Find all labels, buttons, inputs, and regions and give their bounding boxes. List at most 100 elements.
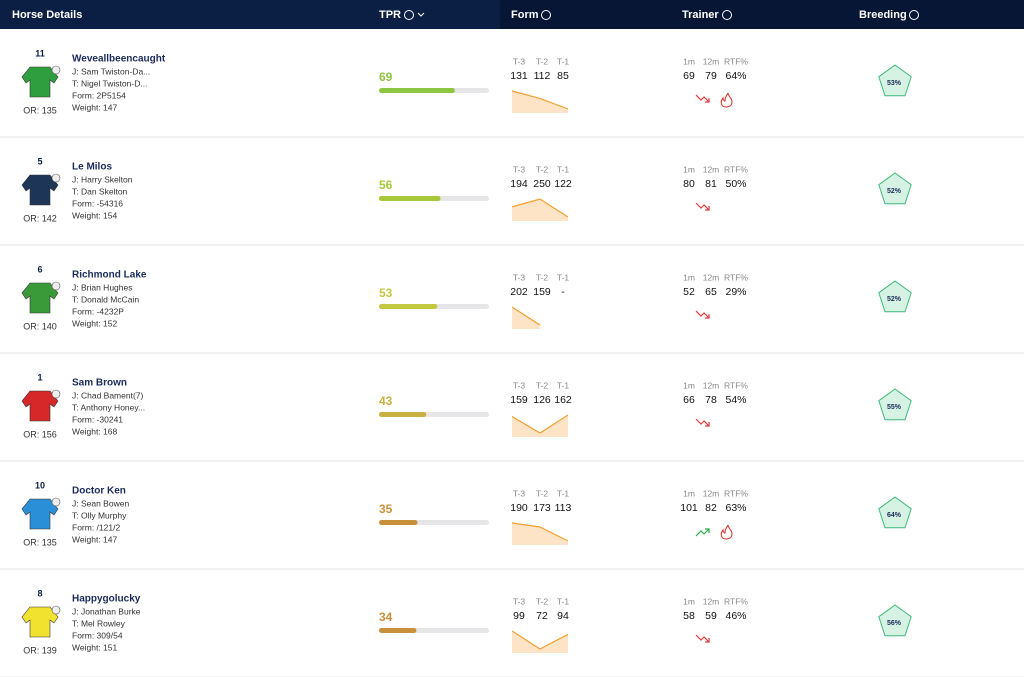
info-icon[interactable] <box>909 10 919 20</box>
official-rating: OR: 135 <box>23 537 57 547</box>
info-icon[interactable] <box>404 10 414 20</box>
horse-form: Form: 309/54 <box>72 630 123 640</box>
horse-jockey: J: Brian Hughes <box>72 282 132 292</box>
saddle-number: 8 <box>37 588 42 598</box>
form-label: T-3 <box>513 380 526 390</box>
breeding-shape <box>878 496 912 529</box>
trainer-label: RTF% <box>724 272 748 282</box>
horse-weight: Weight: 154 <box>72 210 117 220</box>
column-header[interactable]: Trainer <box>682 9 719 21</box>
trainer-label: 1m <box>683 380 695 390</box>
form-figure: 131 <box>510 70 528 82</box>
trend-down <box>695 634 710 643</box>
jockey-cap <box>51 497 61 507</box>
horse-form: Form: /121/2 <box>72 522 120 532</box>
trainer-label: 1m <box>683 488 695 498</box>
horse-trainer: T: Dan Skelton <box>72 186 128 196</box>
saddle-number: 11 <box>35 48 45 58</box>
horse-weight: Weight: 147 <box>72 102 117 112</box>
tpr-value: 43 <box>379 394 393 408</box>
form-area <box>512 631 568 653</box>
hot-icon <box>720 92 733 108</box>
form-label: T-2 <box>536 56 549 66</box>
tpr-bar <box>379 412 427 417</box>
horse-name: Sam Brown <box>72 378 127 389</box>
trainer-stat: 59 <box>705 610 717 622</box>
horse-jockey: J: Sam Twiston-Da... <box>72 66 150 76</box>
trainer-label: 1m <box>683 272 695 282</box>
header-bar-right <box>500 0 1024 29</box>
form-area <box>512 199 568 221</box>
form-sparkline <box>511 414 569 434</box>
breeding-value: 56% <box>887 620 902 627</box>
trainer-label: RTF% <box>724 380 748 390</box>
official-rating: OR: 139 <box>23 645 57 655</box>
trainer-stat: 81 <box>705 178 717 190</box>
breeding-value: 55% <box>887 404 902 411</box>
jockey-cap <box>51 389 61 399</box>
column-header[interactable]: Form <box>511 9 539 21</box>
trainer-label: 12m <box>703 164 720 174</box>
form-sparkline <box>511 90 569 110</box>
trainer-stat: 63% <box>725 502 746 514</box>
horse-name: Weveallbeencaught <box>72 54 166 65</box>
column-header[interactable]: Breeding <box>859 9 907 21</box>
form-sparkline <box>511 198 569 218</box>
form-label: T-2 <box>536 596 549 606</box>
breeding-value: 52% <box>887 296 902 303</box>
breeding-value: 64% <box>887 512 902 519</box>
column-header[interactable]: TPR <box>379 9 401 21</box>
trainer-label: 12m <box>703 488 720 498</box>
form-figure: 250 <box>533 178 551 190</box>
breeding-value: 52% <box>887 188 902 195</box>
trainer-stat: 46% <box>725 610 746 622</box>
sort-icon[interactable] <box>417 12 425 17</box>
trainer-stat: 58 <box>683 610 695 622</box>
info-icon[interactable] <box>722 10 732 20</box>
trainer-stat: 64% <box>725 70 746 82</box>
form-figure: 159 <box>510 394 528 406</box>
trainer-stat: 101 <box>680 502 698 514</box>
tpr-value: 69 <box>379 70 393 84</box>
horse-trainer: T: Anthony Honey... <box>72 402 145 412</box>
tpr-bar <box>379 520 418 525</box>
horse-trainer: T: Donald McCain <box>72 294 139 304</box>
column-header[interactable]: Horse Details <box>12 9 82 21</box>
horse-name: Richmond Lake <box>72 270 147 281</box>
trainer-label: 12m <box>703 272 720 282</box>
form-area <box>512 307 540 329</box>
trend-up <box>695 528 710 537</box>
trainer-stat: 79 <box>705 70 717 82</box>
horse-weight: Weight: 168 <box>72 426 117 436</box>
official-rating: OR: 156 <box>23 429 57 439</box>
form-label: T-2 <box>536 164 549 174</box>
saddle-number: 6 <box>37 264 42 274</box>
official-rating: OR: 140 <box>23 321 57 331</box>
form-figure: 162 <box>554 394 572 406</box>
horse-form: Form: -4232P <box>72 306 124 316</box>
trend-down <box>695 94 710 103</box>
horse-trainer: T: Nigel Twiston-D... <box>72 78 147 88</box>
tpr-bar <box>379 88 455 93</box>
form-label: T-3 <box>513 596 526 606</box>
form-label: T-2 <box>536 380 549 390</box>
form-figure: 194 <box>510 178 528 190</box>
horse-name: Happygolucky <box>72 594 141 605</box>
trainer-stat: 29% <box>725 286 746 298</box>
form-figure: 72 <box>536 610 548 622</box>
horse-jockey: J: Sean Bowen <box>72 498 129 508</box>
form-figure: 159 <box>533 286 551 298</box>
trainer-label: RTF% <box>724 488 748 498</box>
form-label: T-1 <box>557 164 570 174</box>
form-figure: 99 <box>513 610 525 622</box>
form-area <box>512 91 568 113</box>
saddle-number: 10 <box>35 480 45 490</box>
form-figure: - <box>561 286 565 298</box>
form-label: T-1 <box>557 488 570 498</box>
form-figure: 113 <box>555 502 572 514</box>
form-label: T-1 <box>557 272 570 282</box>
form-label: T-3 <box>513 164 526 174</box>
info-icon[interactable] <box>541 10 551 20</box>
trainer-stat: 65 <box>705 286 717 298</box>
form-label: T-2 <box>536 272 549 282</box>
